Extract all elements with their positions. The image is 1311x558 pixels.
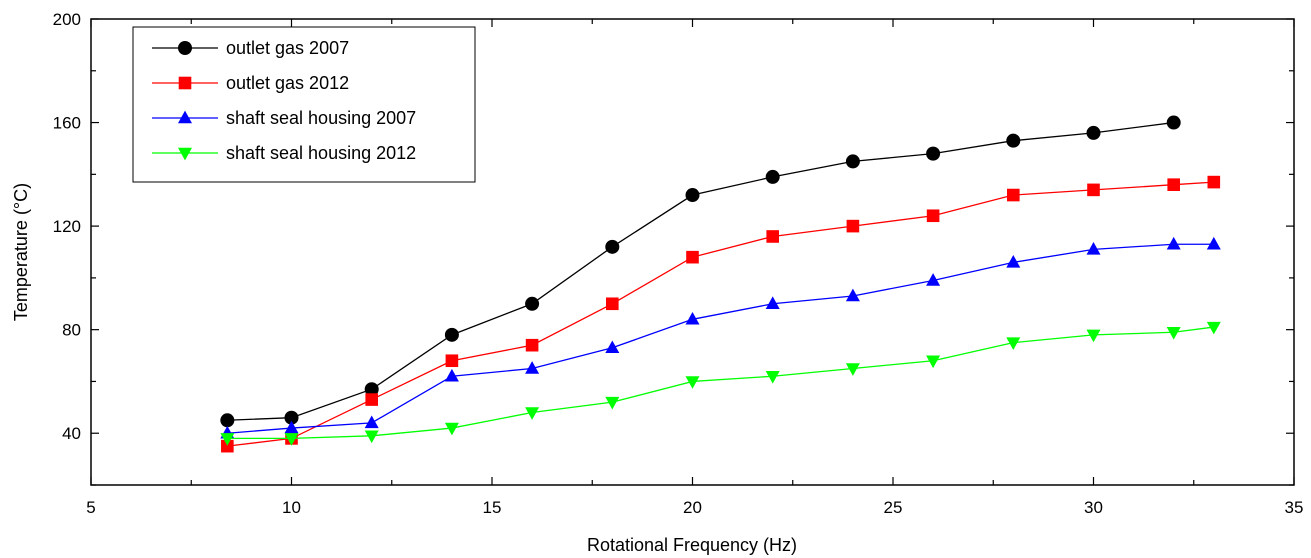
series-shaft-seal-housing-2012 <box>220 321 1221 446</box>
legend-label: shaft seal housing 2007 <box>226 108 416 128</box>
data-point-outlet-gas-2012 <box>1207 175 1221 189</box>
series-outlet-gas-2007 <box>220 115 1181 428</box>
data-point-outlet-gas-2012 <box>846 219 860 233</box>
data-point-outlet-gas-2012 <box>445 354 459 368</box>
data-point-shaft-seal-housing-2012 <box>220 433 235 446</box>
data-point-shaft-seal-housing-2007 <box>1086 242 1101 255</box>
axis-ticks: 5 10 15 20 25 30 35 40 80 120 160 200 <box>53 10 1304 517</box>
data-point-outlet-gas-2007 <box>1086 125 1101 140</box>
data-point-shaft-seal-housing-2012 <box>765 371 780 384</box>
data-point-outlet-gas-2007 <box>926 146 941 161</box>
legend-marker <box>178 76 192 90</box>
legend-marker <box>178 147 192 161</box>
data-point-shaft-seal-housing-2012 <box>364 430 379 444</box>
data-point-outlet-gas-2012 <box>365 393 378 406</box>
data-point-outlet-gas-2012 <box>926 209 940 223</box>
data-point-shaft-seal-housing-2007 <box>525 361 540 374</box>
data-point-outlet-gas-2007 <box>444 327 459 342</box>
data-point-shaft-seal-housing-2007 <box>1206 236 1221 250</box>
legend-marker <box>178 110 192 124</box>
data-point-shaft-seal-housing-2007 <box>605 340 620 354</box>
data-point-shaft-seal-housing-2012 <box>926 355 941 369</box>
data-point-shaft-seal-housing-2007 <box>845 288 860 302</box>
legend-label: outlet gas 2012 <box>226 73 349 93</box>
data-point-shaft-seal-housing-2007 <box>364 415 379 429</box>
legend-marker <box>178 41 192 55</box>
data-point-outlet-gas-2012 <box>1007 188 1020 202</box>
y-axis-title: Temperature (°C) <box>11 183 31 321</box>
data-point-shaft-seal-housing-2007 <box>926 273 941 286</box>
legend-label: outlet gas 2007 <box>226 38 349 58</box>
data-point-outlet-gas-2012 <box>766 230 779 243</box>
data-point-outlet-gas-2012 <box>606 297 619 311</box>
series-shaft-seal-housing-2007 <box>220 236 1221 439</box>
y-tick-label: 80 <box>62 321 81 340</box>
data-point-shaft-seal-housing-2012 <box>605 396 620 410</box>
x-axis-title: Rotational Frequency (Hz) <box>587 535 797 555</box>
y-tick-label: 160 <box>53 114 81 133</box>
data-point-outlet-gas-2007 <box>364 382 379 397</box>
data-point-outlet-gas-2007 <box>284 410 299 425</box>
legend-label: shaft seal housing 2012 <box>226 143 416 163</box>
legend-entry-shaft-seal-housing-2007: shaft seal housing 2007 <box>152 108 416 128</box>
x-tick-label: 15 <box>483 498 502 517</box>
data-point-outlet-gas-2007 <box>1006 133 1021 148</box>
data-point-outlet-gas-2012 <box>1087 183 1100 197</box>
legend-entry-outlet-gas-2007: outlet gas 2007 <box>152 38 349 58</box>
data-point-shaft-seal-housing-2012 <box>525 407 540 420</box>
data-point-shaft-seal-housing-2012 <box>1166 327 1181 340</box>
data-point-shaft-seal-housing-2007 <box>1166 236 1181 250</box>
data-point-outlet-gas-2007 <box>765 169 780 184</box>
data-point-outlet-gas-2012 <box>221 439 234 453</box>
data-point-outlet-gas-2007 <box>220 413 235 428</box>
x-tick-label: 35 <box>1285 498 1304 517</box>
legend-entry-shaft-seal-housing-2012: shaft seal housing 2012 <box>152 143 416 163</box>
data-point-shaft-seal-housing-2007 <box>685 311 700 325</box>
data-point-outlet-gas-2007 <box>845 154 860 169</box>
y-tick-label: 200 <box>53 10 81 29</box>
series-line-shaft-seal-housing-2007 <box>227 243 1214 434</box>
data-point-shaft-seal-housing-2012 <box>1086 329 1101 343</box>
x-tick-label: 30 <box>1084 498 1103 517</box>
data-point-outlet-gas-2012 <box>1167 178 1180 191</box>
legend-entry-outlet-gas-2012: outlet gas 2012 <box>152 73 349 93</box>
data-point-outlet-gas-2012 <box>686 250 699 264</box>
data-point-shaft-seal-housing-2012 <box>845 363 860 376</box>
data-point-outlet-gas-2007 <box>685 188 700 203</box>
data-point-outlet-gas-2007 <box>1166 115 1181 130</box>
data-point-shaft-seal-housing-2012 <box>1206 321 1221 335</box>
y-tick-label: 120 <box>53 217 81 236</box>
data-point-outlet-gas-2007 <box>605 239 620 254</box>
x-tick-label: 10 <box>282 498 301 517</box>
x-tick-label: 25 <box>884 498 903 517</box>
data-point-shaft-seal-housing-2007 <box>284 420 299 434</box>
data-point-shaft-seal-housing-2012 <box>444 422 459 436</box>
data-point-shaft-seal-housing-2012 <box>1006 337 1021 350</box>
series-layer <box>220 115 1221 453</box>
data-point-shaft-seal-housing-2012 <box>284 433 299 446</box>
x-tick-label: 5 <box>86 498 95 517</box>
y-tick-label: 40 <box>62 424 81 443</box>
series-line-shaft-seal-housing-2012 <box>227 326 1214 440</box>
data-point-shaft-seal-housing-2012 <box>685 376 700 389</box>
series-line-outlet-gas-2012 <box>227 181 1214 447</box>
x-tick-label: 20 <box>683 498 702 517</box>
data-point-outlet-gas-2012 <box>525 338 539 352</box>
data-point-shaft-seal-housing-2007 <box>765 296 780 310</box>
legend: outlet gas 2007 outlet gas 2012 shaft seal… <box>132 26 476 183</box>
data-point-outlet-gas-2007 <box>525 296 540 311</box>
data-point-shaft-seal-housing-2007 <box>1006 255 1021 268</box>
data-point-shaft-seal-housing-2007 <box>444 368 459 382</box>
